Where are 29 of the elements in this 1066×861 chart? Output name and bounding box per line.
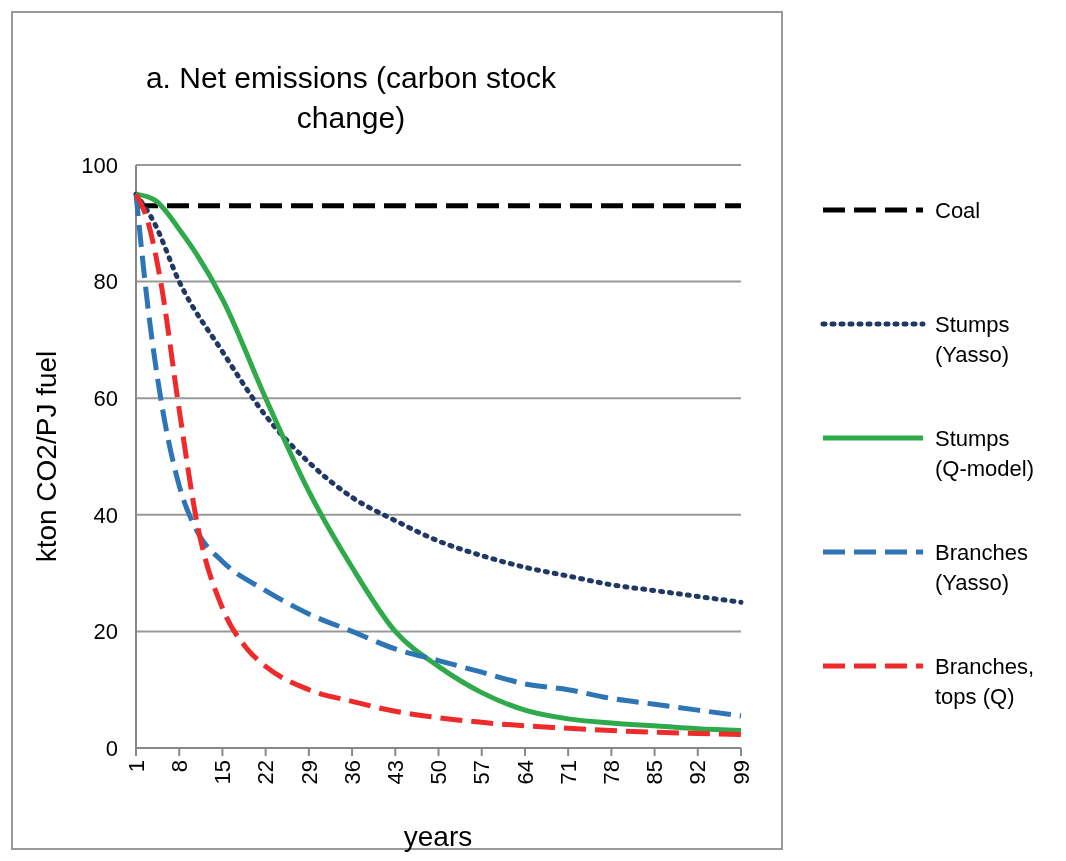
y-tick-label: 0: [105, 735, 118, 761]
x-axis-title: years: [403, 821, 473, 852]
legend-label: Stumps (Q-model): [935, 425, 1035, 481]
x-tick-label: 50: [426, 760, 452, 785]
legend-label: Branches, tops (Q): [935, 653, 1035, 709]
x-tick-label: 92: [685, 760, 711, 785]
chart-title: a. Net emissions (carbon stock change): [145, 61, 558, 134]
x-tick-label: 15: [210, 760, 236, 785]
y-axis-title: kton CO2/PJ fuel: [31, 350, 62, 563]
x-tick-label: 57: [469, 760, 495, 785]
x-tick-label: 22: [253, 760, 279, 785]
x-tick-label: 64: [512, 760, 538, 785]
y-tick-label: 20: [93, 619, 118, 645]
x-tick-label: 29: [296, 760, 322, 785]
legend-label: Branches (Yasso): [935, 539, 1028, 595]
x-tick-label: 8: [166, 760, 192, 773]
x-tick-label: 99: [728, 760, 754, 785]
y-tick-label: 40: [93, 502, 118, 528]
x-tick-label: 1: [123, 760, 149, 773]
x-tick-label: 43: [382, 760, 408, 785]
x-tick-label: 36: [339, 760, 365, 785]
y-tick-label: 60: [93, 385, 118, 411]
x-tick-label: 78: [599, 760, 625, 785]
x-tick-label: 85: [642, 760, 668, 785]
legend-label: Stumps (Yasso): [935, 311, 1010, 367]
x-tick-label: 71: [555, 760, 581, 785]
legend-label: Coal: [935, 197, 981, 223]
y-tick-label: 100: [81, 152, 118, 178]
y-tick-label: 80: [93, 269, 118, 295]
